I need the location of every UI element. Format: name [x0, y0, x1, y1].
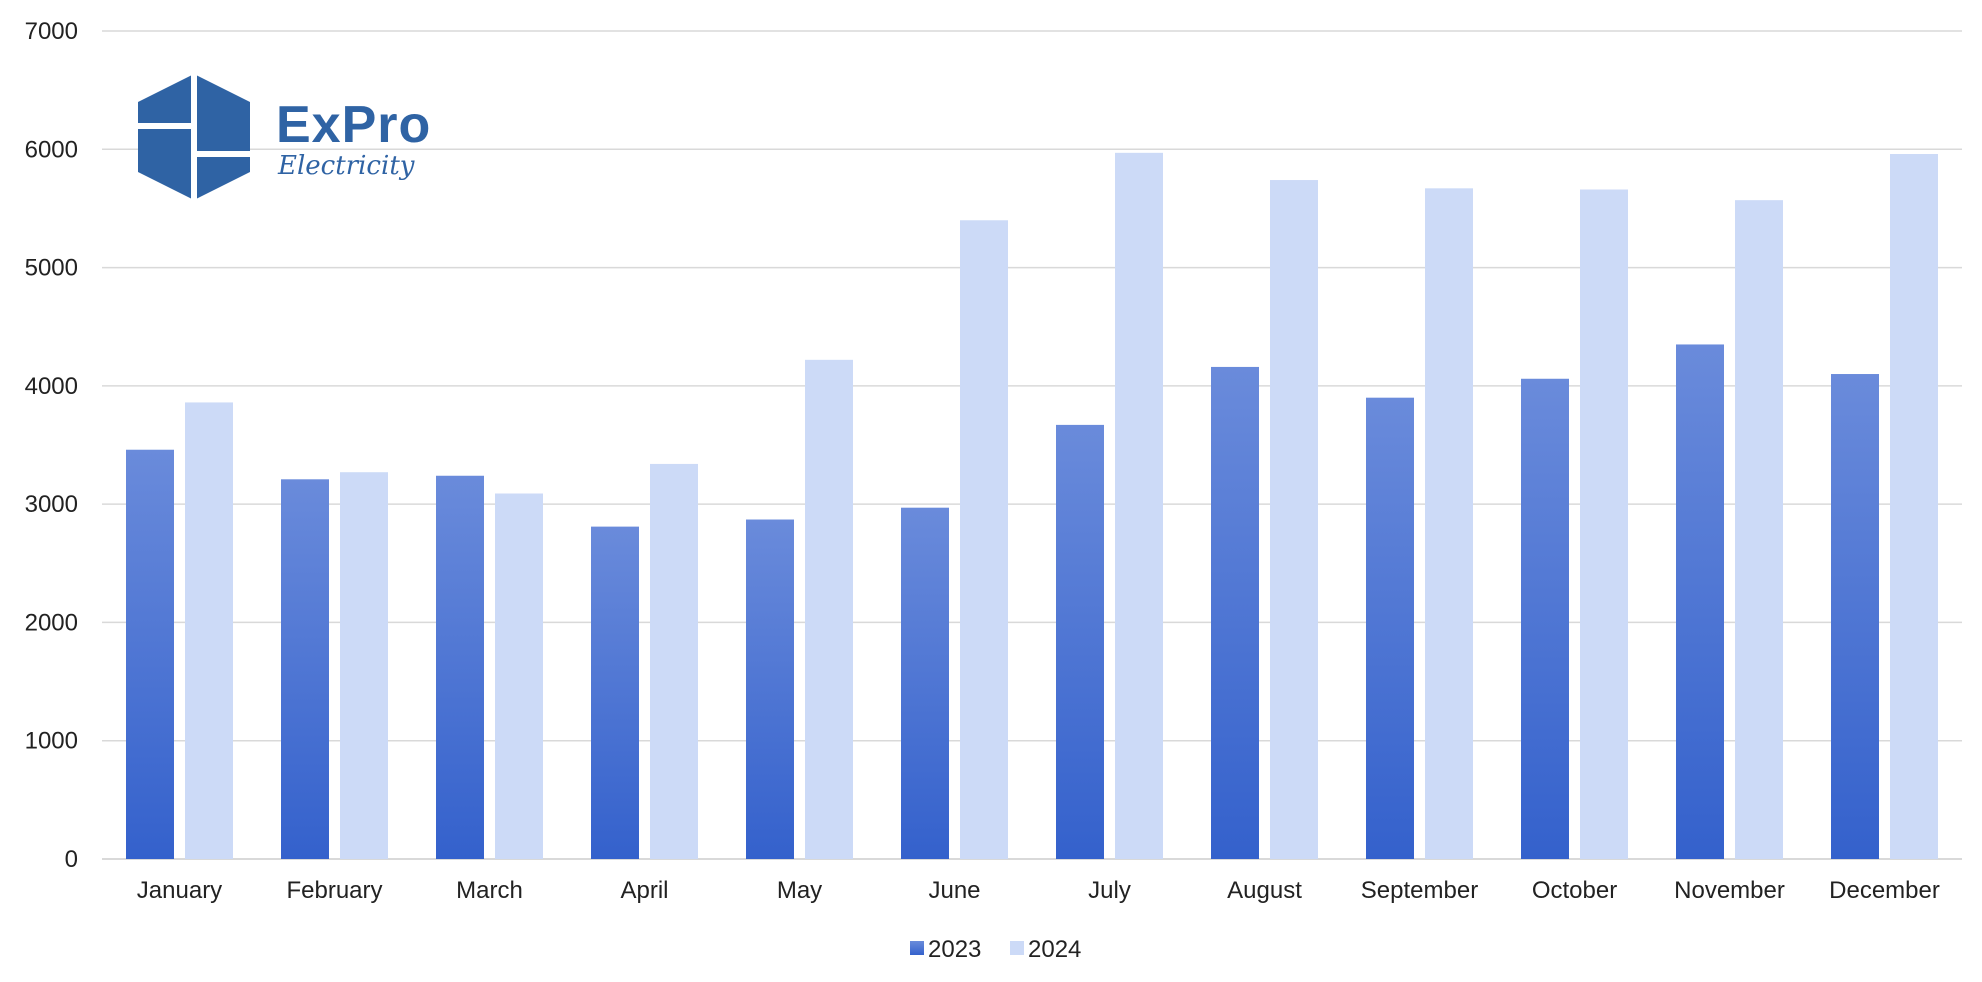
bar-2023-september: [1366, 397, 1414, 859]
y-tick-label: 2000: [25, 609, 78, 636]
hexagon-logo-icon: [138, 74, 250, 200]
legend-label-2023: 2023: [928, 936, 981, 963]
x-tick-label: May: [777, 877, 822, 904]
x-tick-label: November: [1674, 877, 1785, 904]
y-axis-ticks: 0 1000 2000 3000 4000 5000 6000 7000: [25, 18, 78, 873]
expro-logo: ExPro Electricity: [138, 74, 431, 200]
bar-2024-june: [960, 220, 1008, 859]
bar-2024-july: [1115, 152, 1163, 859]
bar-2024-march: [495, 493, 543, 859]
y-tick-label: 1000: [25, 728, 78, 755]
x-tick-label: June: [928, 877, 980, 904]
bar-2023-march: [436, 475, 484, 859]
bar-2023-july: [1056, 424, 1104, 859]
x-tick-label: July: [1088, 877, 1131, 904]
x-tick-label: September: [1361, 877, 1478, 904]
y-tick-label: 7000: [25, 18, 78, 45]
legend-item-2023: 2023: [910, 936, 981, 963]
x-tick-label: April: [620, 877, 668, 904]
legend-label-2024: 2024: [1028, 936, 1081, 963]
legend-item-2024: 2024: [1010, 936, 1081, 963]
x-tick-label: August: [1227, 877, 1302, 904]
legend-swatch-2024: [1010, 941, 1024, 955]
bar-2024-august: [1270, 180, 1318, 860]
y-tick-label: 4000: [25, 373, 78, 400]
bars: [126, 152, 1938, 860]
legend: 2023 2024: [910, 936, 1081, 963]
logo-tagline: Electricity: [277, 151, 415, 181]
bar-2023-december: [1831, 374, 1879, 859]
bar-2023-may: [746, 519, 794, 859]
bar-2024-may: [805, 359, 853, 859]
x-tick-label: February: [286, 877, 382, 904]
y-tick-label: 5000: [25, 255, 78, 282]
bar-2024-january: [185, 402, 233, 859]
bar-2024-december: [1890, 154, 1938, 859]
bar-2024-november: [1735, 200, 1783, 860]
x-axis-ticks: January February March April May June July Augu…: [137, 877, 1940, 904]
bar-2023-january: [126, 449, 174, 859]
y-tick-label: 6000: [25, 136, 78, 163]
x-tick-label: October: [1532, 877, 1617, 904]
bar-2023-april: [591, 526, 639, 859]
gridlines: [102, 30, 1962, 860]
legend-swatch-2023: [910, 941, 924, 955]
bar-2024-october: [1580, 189, 1628, 859]
y-tick-label: 0: [65, 846, 78, 873]
bar-2023-november: [1676, 344, 1724, 859]
x-tick-label: January: [137, 877, 222, 904]
bar-2023-june: [901, 507, 949, 859]
bar-2024-april: [650, 463, 698, 859]
bar-2024-february: [340, 472, 388, 859]
y-tick-label: 3000: [25, 491, 78, 518]
x-tick-label: March: [456, 877, 523, 904]
bar-2023-august: [1211, 366, 1259, 859]
bar-2023-october: [1521, 378, 1569, 859]
x-tick-label: December: [1829, 877, 1940, 904]
logo-wordmark: ExPro: [276, 96, 431, 154]
bar-2024-september: [1425, 188, 1473, 859]
bar-2023-february: [281, 479, 329, 859]
